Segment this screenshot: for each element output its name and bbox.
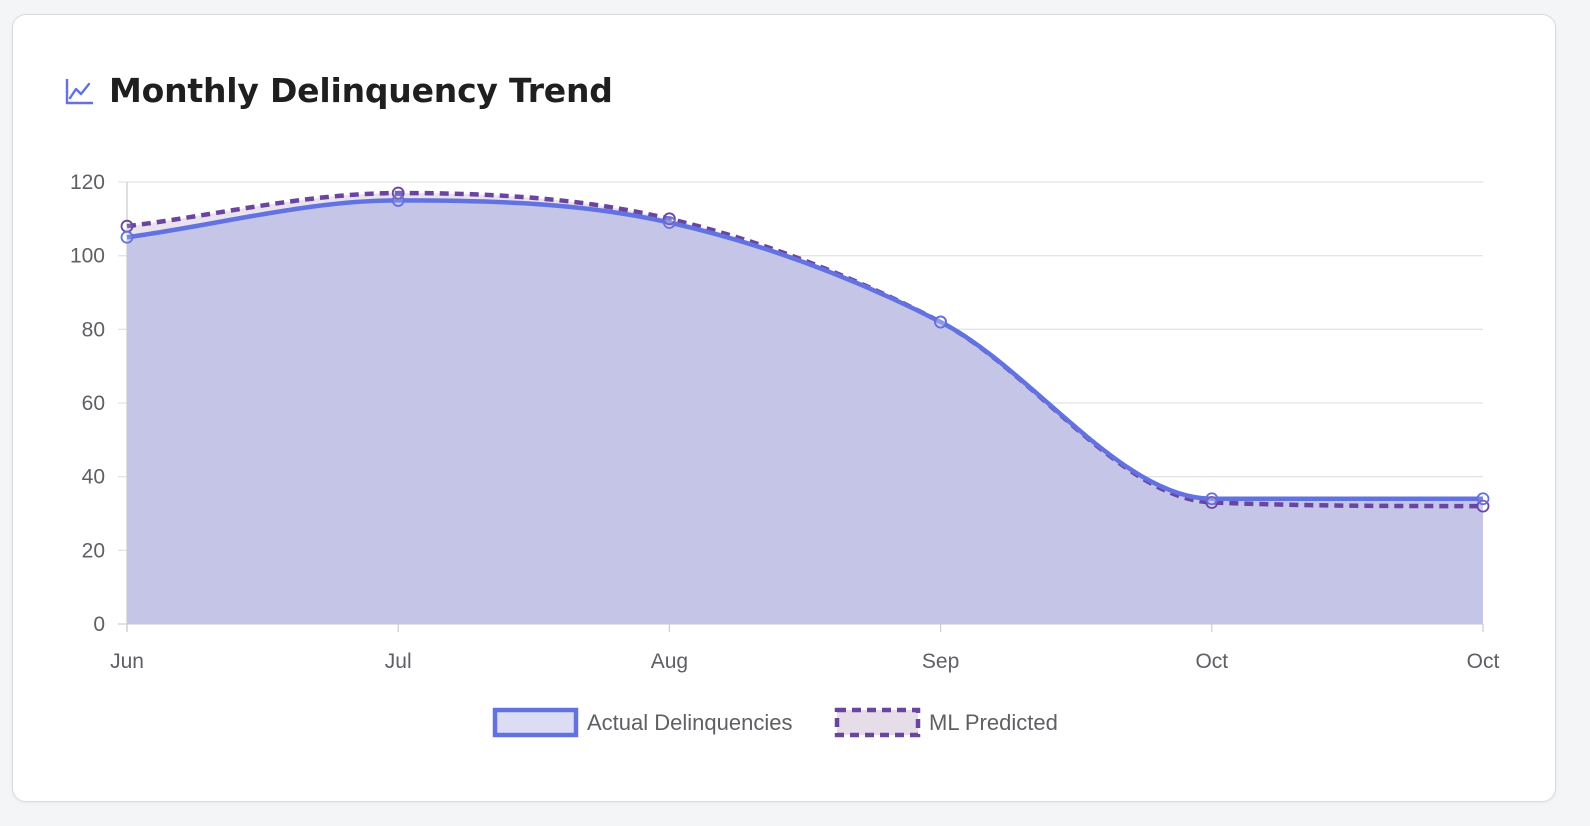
predicted-data-point[interactable] (120, 219, 134, 233)
actual-data-point[interactable] (1205, 492, 1219, 506)
y-tick-label: 20 (82, 539, 105, 562)
y-tick-label: 0 (93, 613, 105, 636)
x-tick-label: Oct (1195, 650, 1228, 673)
y-tick-label: 100 (70, 245, 105, 268)
predicted-data-point[interactable] (1205, 496, 1219, 509)
x-tick-label: Sep (922, 650, 959, 673)
legend-item-predicted[interactable]: ML Predicted (834, 707, 1058, 738)
x-tick-label: Jul (385, 650, 412, 673)
card-header: Monthly Delinquency Trend (63, 71, 613, 110)
legend-item-actual[interactable]: Actual Delinquencies (492, 707, 792, 738)
series-lines (126, 190, 1484, 509)
legend-label: Actual Delinquencies (587, 710, 792, 735)
area-fills (127, 193, 1483, 625)
actual-series-line (126, 198, 1483, 502)
actual-data-point[interactable] (391, 194, 405, 207)
chart-title: Monthly Delinquency Trend (109, 71, 613, 110)
x-tick-label: Oct (1467, 650, 1500, 673)
legend-label: ML Predicted (929, 710, 1058, 735)
x-tick-label: Aug (651, 650, 688, 673)
predicted-series-line (126, 190, 1484, 509)
legend-swatch (492, 707, 579, 738)
actual-data-point[interactable] (120, 230, 134, 244)
y-tick-label: 80 (82, 318, 105, 341)
actual-data-point[interactable] (1476, 492, 1490, 506)
data-points (120, 186, 1490, 513)
y-tick-label: 60 (82, 392, 105, 415)
y-tick-label: 120 (70, 171, 105, 194)
chart-legend[interactable]: Actual Delinquencies ML Predicted (492, 707, 1058, 738)
actual-data-point[interactable] (934, 315, 947, 329)
legend-swatch (834, 707, 921, 738)
x-tick-label: Jun (110, 650, 144, 673)
y-tick-label: 40 (82, 466, 105, 489)
predicted-data-point[interactable] (663, 212, 676, 226)
actual-data-point[interactable] (663, 216, 676, 229)
line-chart-icon (65, 78, 93, 104)
axes: 0 20 40 60 80 100 120 Jun Jul Aug Sep Oct Oct (70, 171, 1500, 673)
actual-area-fill (127, 200, 1483, 624)
